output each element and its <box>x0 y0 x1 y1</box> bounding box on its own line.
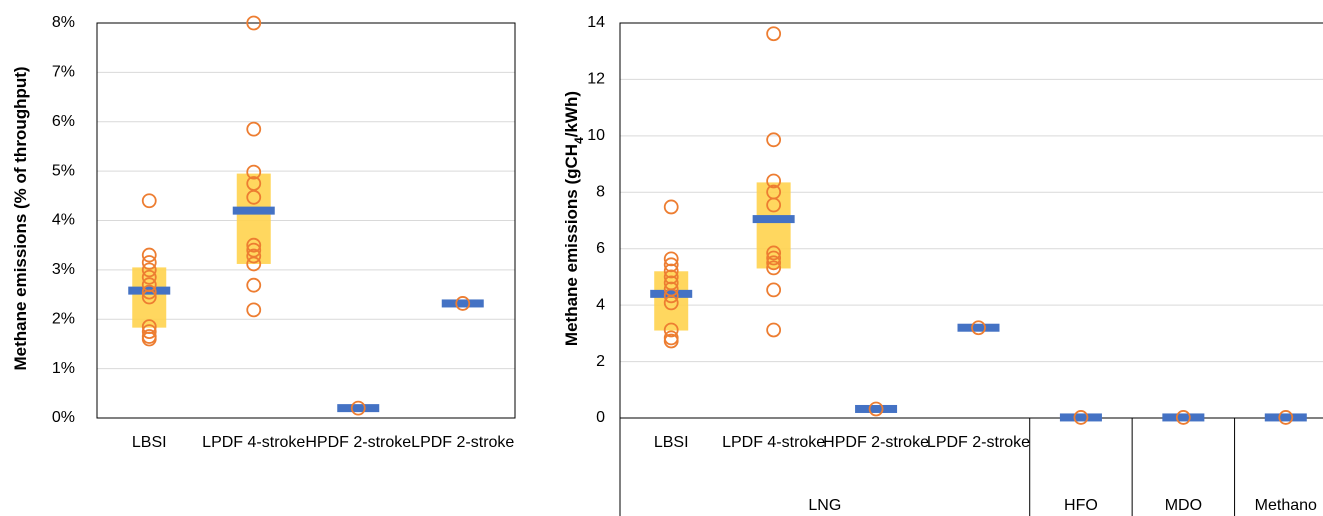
range-box <box>756 182 791 269</box>
x-tick-label: LPDF 4-stroke <box>202 434 305 451</box>
range-box <box>654 271 689 331</box>
observation-point <box>141 255 157 270</box>
y-tick-label: 4% <box>52 212 75 229</box>
y-tick-label: 3% <box>52 261 75 278</box>
observation-point <box>246 237 262 253</box>
observation-point <box>246 121 262 137</box>
x-tick-label: LPDF 2-stroke <box>411 434 514 451</box>
observation-point <box>766 250 782 266</box>
observation-point <box>766 173 782 189</box>
median-bar <box>337 404 380 413</box>
observation-point <box>246 256 262 272</box>
observation-point <box>246 15 262 31</box>
observation-point <box>141 247 157 263</box>
observation-point <box>766 322 782 338</box>
y-tick-label: 6 <box>596 240 605 257</box>
observation-point <box>141 284 157 300</box>
median-bar <box>1059 413 1102 422</box>
observation-point <box>663 330 679 346</box>
y-tick-label: 6% <box>52 113 75 130</box>
y-axis-title: Methane emissions (gCH4/kWh) <box>562 91 586 346</box>
observation-point <box>663 333 679 349</box>
y-tick-label: 4 <box>596 296 605 313</box>
x-tick-label: HPDF 2-stroke <box>823 434 929 451</box>
y-axis-title: Methane emissions (% of throughput) <box>11 66 30 370</box>
observation-point <box>766 245 782 261</box>
observation-point <box>766 282 782 298</box>
group-label: MDO <box>1165 497 1202 514</box>
y-tick-label: 2 <box>596 353 605 370</box>
x-tick-label: LPDF 4-stroke <box>722 434 825 451</box>
observation-point <box>141 193 157 209</box>
median-bar <box>232 206 275 215</box>
y-tick-label: 0 <box>596 409 605 426</box>
observation-point <box>141 324 157 339</box>
y-tick-label: 5% <box>52 162 75 179</box>
observation-point <box>663 295 679 311</box>
observation-point <box>246 302 262 318</box>
observation-point <box>868 401 884 417</box>
observation-point <box>141 262 157 278</box>
observation-point <box>663 322 679 338</box>
observation-point <box>246 189 262 205</box>
group-label: HFO <box>1064 497 1098 514</box>
median-bar <box>1264 413 1307 422</box>
observation-point <box>766 197 782 213</box>
median-bar <box>1162 413 1205 422</box>
y-tick-label: 8% <box>52 14 75 31</box>
y-tick-label: 14 <box>587 14 605 31</box>
y-tick-label: 12 <box>587 71 605 88</box>
median-bar <box>441 299 484 308</box>
observation-point <box>1175 410 1191 425</box>
observation-point <box>1278 410 1294 425</box>
group-label: Methano <box>1255 497 1317 514</box>
observation-point <box>1073 410 1089 425</box>
observation-point <box>663 288 679 304</box>
observation-point <box>971 320 986 336</box>
observation-point <box>350 400 366 416</box>
plot-frame <box>619 22 1323 419</box>
median-bar <box>855 404 898 413</box>
observation-point <box>663 199 679 215</box>
observation-point <box>246 164 262 180</box>
median-bar <box>752 215 795 224</box>
median-bar <box>650 289 693 298</box>
y-tick-label: 10 <box>587 127 605 144</box>
x-tick-label: HPDF 2-stroke <box>305 434 411 451</box>
observation-point <box>766 260 782 276</box>
observation-point <box>246 277 262 293</box>
y-tick-label: 8 <box>596 184 605 201</box>
group-label: LNG <box>808 497 841 514</box>
x-tick-label: LBSI <box>654 434 689 451</box>
y-tick-label: 1% <box>52 360 75 377</box>
observation-point <box>766 132 782 148</box>
y-tick-label: 2% <box>52 310 75 327</box>
observation-point <box>766 255 782 271</box>
y-tick-label: 0% <box>52 409 75 426</box>
observation-point <box>246 248 262 264</box>
plot-frame <box>96 22 516 419</box>
x-tick-label: LPDF 2-stroke <box>927 434 1030 451</box>
observation-point <box>663 263 679 279</box>
x-tick-label: LBSI <box>132 434 167 451</box>
median-bar <box>957 323 1000 332</box>
y-tick-label: 7% <box>52 64 75 81</box>
observation-point <box>141 331 157 347</box>
observation-point <box>766 26 782 42</box>
observation-point <box>455 296 471 311</box>
observation-point <box>141 269 157 285</box>
observation-point <box>141 289 157 305</box>
